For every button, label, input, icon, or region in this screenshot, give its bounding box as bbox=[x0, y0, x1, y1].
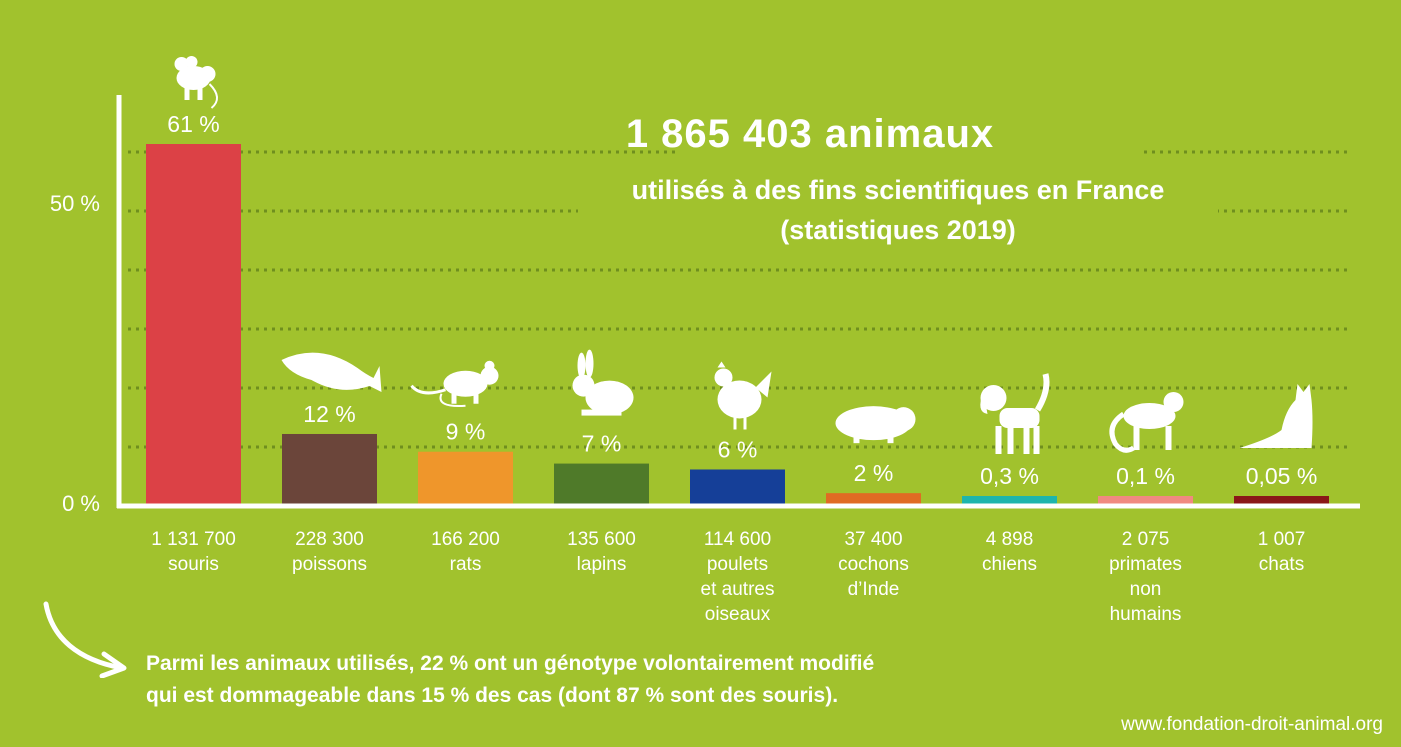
bar-value-label: 9 % bbox=[446, 419, 486, 445]
category-name-label: chiens bbox=[982, 554, 1037, 575]
bar-value-label: 61 % bbox=[167, 111, 219, 137]
bar-poissons bbox=[282, 433, 377, 505]
chart-subtitle: utilisés à des fins scientifiques en Fra… bbox=[560, 170, 1236, 250]
rat-icon bbox=[410, 360, 499, 407]
guinea-pig-icon bbox=[835, 406, 916, 444]
category-count-label: 114 600 bbox=[704, 529, 771, 550]
subtitle-line-2: (statistiques 2019) bbox=[780, 215, 1016, 245]
category-name-label: souris bbox=[168, 554, 219, 575]
monkey-icon bbox=[1109, 392, 1184, 453]
bar-souris bbox=[146, 144, 241, 505]
category-name-label: poissons bbox=[292, 554, 367, 575]
footnote: Parmi les animaux utilisés, 22 % ont un … bbox=[146, 648, 874, 712]
bar-primates bbox=[1098, 496, 1193, 505]
bar-cochons bbox=[826, 493, 921, 505]
footnote-line-2: qui est dommageable dans 15 % des cas (d… bbox=[146, 684, 839, 707]
cat-icon bbox=[1239, 384, 1313, 448]
category-name-label: oiseaux bbox=[705, 604, 771, 625]
bar-chats bbox=[1234, 496, 1329, 505]
footnote-line-1: Parmi les animaux utilisés, 22 % ont un … bbox=[146, 652, 875, 675]
bar-chiens bbox=[962, 496, 1057, 505]
category-count-label: 228 300 bbox=[295, 529, 364, 550]
chicken-icon bbox=[714, 361, 772, 430]
category-name-label: rats bbox=[450, 554, 482, 575]
bar-value-label: 2 % bbox=[854, 460, 894, 486]
category-count-label: 1 131 700 bbox=[151, 529, 236, 550]
bar-poulets bbox=[690, 469, 785, 505]
category-count-label: 4 898 bbox=[986, 529, 1034, 550]
bar-value-label: 12 % bbox=[303, 401, 355, 427]
bar-value-label: 6 % bbox=[718, 436, 758, 462]
category-name-label: non bbox=[1130, 579, 1162, 600]
category-name-label: humains bbox=[1110, 604, 1182, 625]
category-count-label: 166 200 bbox=[431, 529, 500, 550]
category-name-label: cochons bbox=[838, 554, 909, 575]
mouse-icon bbox=[174, 56, 218, 109]
category-name-label: d’Inde bbox=[848, 579, 900, 600]
dog-icon bbox=[980, 373, 1050, 454]
bar-value-label: 0,05 % bbox=[1246, 463, 1318, 489]
y-tick-label: 50 % bbox=[50, 191, 100, 216]
bar-value-label: 7 % bbox=[582, 431, 622, 457]
fish-icon bbox=[281, 352, 382, 392]
category-name-label: et autres bbox=[701, 579, 775, 600]
category-count-label: 135 600 bbox=[567, 529, 636, 550]
category-name-label: primates bbox=[1109, 554, 1182, 575]
category-name-label: lapins bbox=[577, 554, 627, 575]
category-count-label: 1 007 bbox=[1258, 529, 1306, 550]
bar-value-label: 0,1 % bbox=[1116, 463, 1175, 489]
bar-rats bbox=[418, 451, 513, 505]
subtitle-line-1: utilisés à des fins scientifiques en Fra… bbox=[631, 175, 1165, 205]
chart-title: 1 865 403 animaux bbox=[625, 112, 995, 156]
curved-arrow-icon bbox=[43, 601, 127, 678]
bar-lapins bbox=[554, 463, 649, 505]
bar-value-label: 0,3 % bbox=[980, 463, 1039, 489]
website-url: www.fondation-droit-animal.org bbox=[1121, 714, 1383, 735]
y-tick-label: 0 % bbox=[62, 491, 100, 516]
category-count-label: 37 400 bbox=[844, 529, 902, 550]
rabbit-icon bbox=[572, 349, 634, 416]
category-name-label: chats bbox=[1259, 554, 1304, 575]
category-count-label: 2 075 bbox=[1122, 529, 1170, 550]
category-name-label: poulets bbox=[707, 554, 768, 575]
